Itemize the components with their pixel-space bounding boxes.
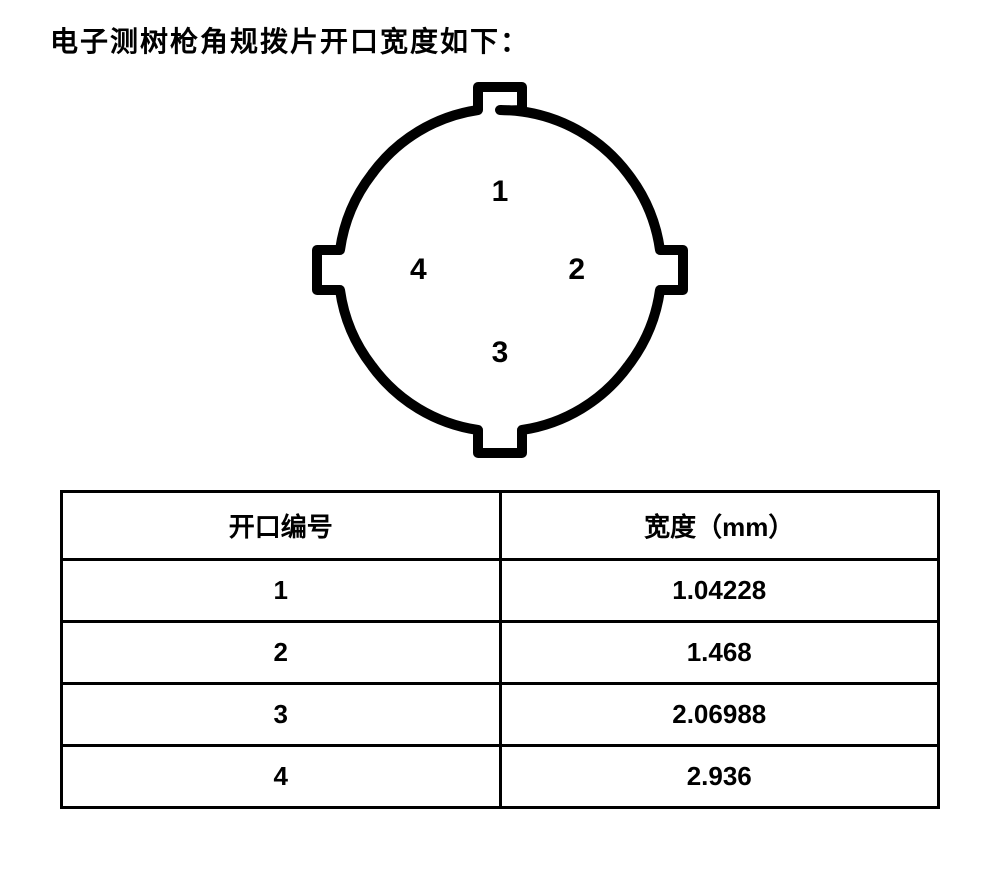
notch-label-2: 2	[568, 253, 585, 287]
cell-width-1: 1.04228	[500, 560, 939, 622]
width-table: 开口编号 宽度（mm） 1 1.04228 2 1.468 3 2.06988 …	[60, 490, 940, 809]
table-row: 4 2.936	[62, 746, 939, 808]
header-width: 宽度（mm）	[500, 492, 939, 560]
diagram-container: 1 2 3 4	[50, 80, 950, 460]
cell-opening-4: 4	[62, 746, 501, 808]
header-opening-number: 开口编号	[62, 492, 501, 560]
notch-label-4: 4	[410, 253, 427, 287]
cell-opening-2: 2	[62, 622, 501, 684]
cell-width-2: 1.468	[500, 622, 939, 684]
notch-label-3: 3	[492, 336, 509, 370]
cell-opening-3: 3	[62, 684, 501, 746]
table-row: 1 1.04228	[62, 560, 939, 622]
table-row: 2 1.468	[62, 622, 939, 684]
cell-width-4: 2.936	[500, 746, 939, 808]
cell-width-3: 2.06988	[500, 684, 939, 746]
gauge-diagram: 1 2 3 4	[310, 80, 690, 460]
table-row: 3 2.06988	[62, 684, 939, 746]
gauge-svg	[310, 80, 690, 460]
table-header-row: 开口编号 宽度（mm）	[62, 492, 939, 560]
notch-label-1: 1	[492, 175, 509, 209]
page-title: 电子测树枪角规拨片开口宽度如下：	[50, 20, 950, 60]
cell-opening-1: 1	[62, 560, 501, 622]
